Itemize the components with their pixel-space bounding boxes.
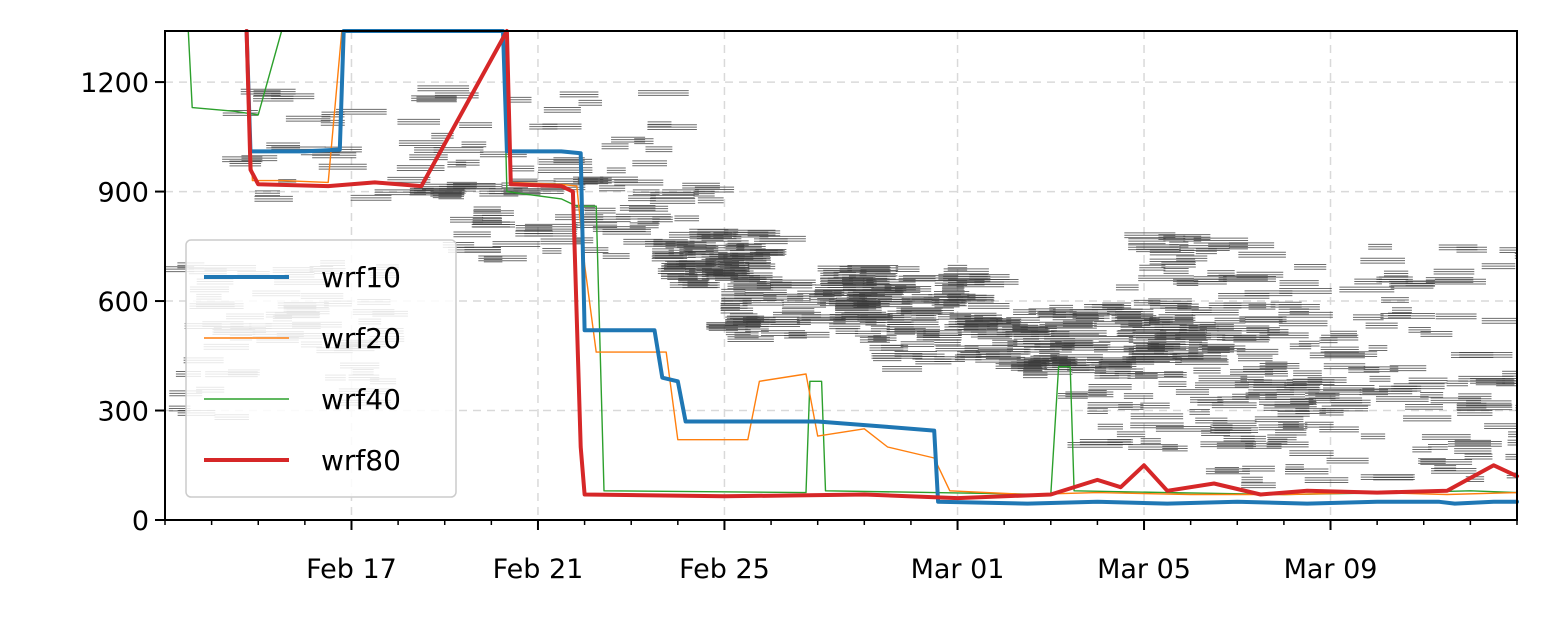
- x-tick-label: Feb 17: [306, 554, 397, 585]
- legend-box: [185, 239, 457, 498]
- x-tick-label: Mar 01: [911, 554, 1005, 585]
- y-tick-label: 600: [97, 287, 149, 318]
- legend-label-wrf40: wrf40: [321, 383, 401, 416]
- axis-ticks: 0 300 600 900 1200 Feb 17 Feb 21 Feb 25 Mar 01 Ma…: [80, 68, 1518, 585]
- legend-label-wrf20: wrf20: [321, 322, 401, 355]
- y-tick-label: 0: [132, 506, 149, 537]
- series-line-wrf80: [244, 29, 1519, 501]
- plot-frame: [164, 30, 1518, 521]
- x-tick-label: Feb 21: [493, 554, 584, 585]
- x-tick-label: Mar 05: [1097, 554, 1191, 585]
- x-tick-label: Mar 09: [1284, 554, 1378, 585]
- y-tick-label: 900: [97, 178, 149, 209]
- y-tick-label: 1200: [80, 68, 149, 99]
- y-tick-label: 300: [97, 397, 149, 428]
- background-observations: [165, 85, 1517, 489]
- legend-label-wrf80: wrf80: [321, 444, 401, 477]
- legend-label-wrf10: wrf10: [321, 261, 401, 294]
- x-tick-label: Feb 25: [679, 554, 770, 585]
- legend: wrf10 wrf20 wrf40 wrf80: [185, 239, 457, 498]
